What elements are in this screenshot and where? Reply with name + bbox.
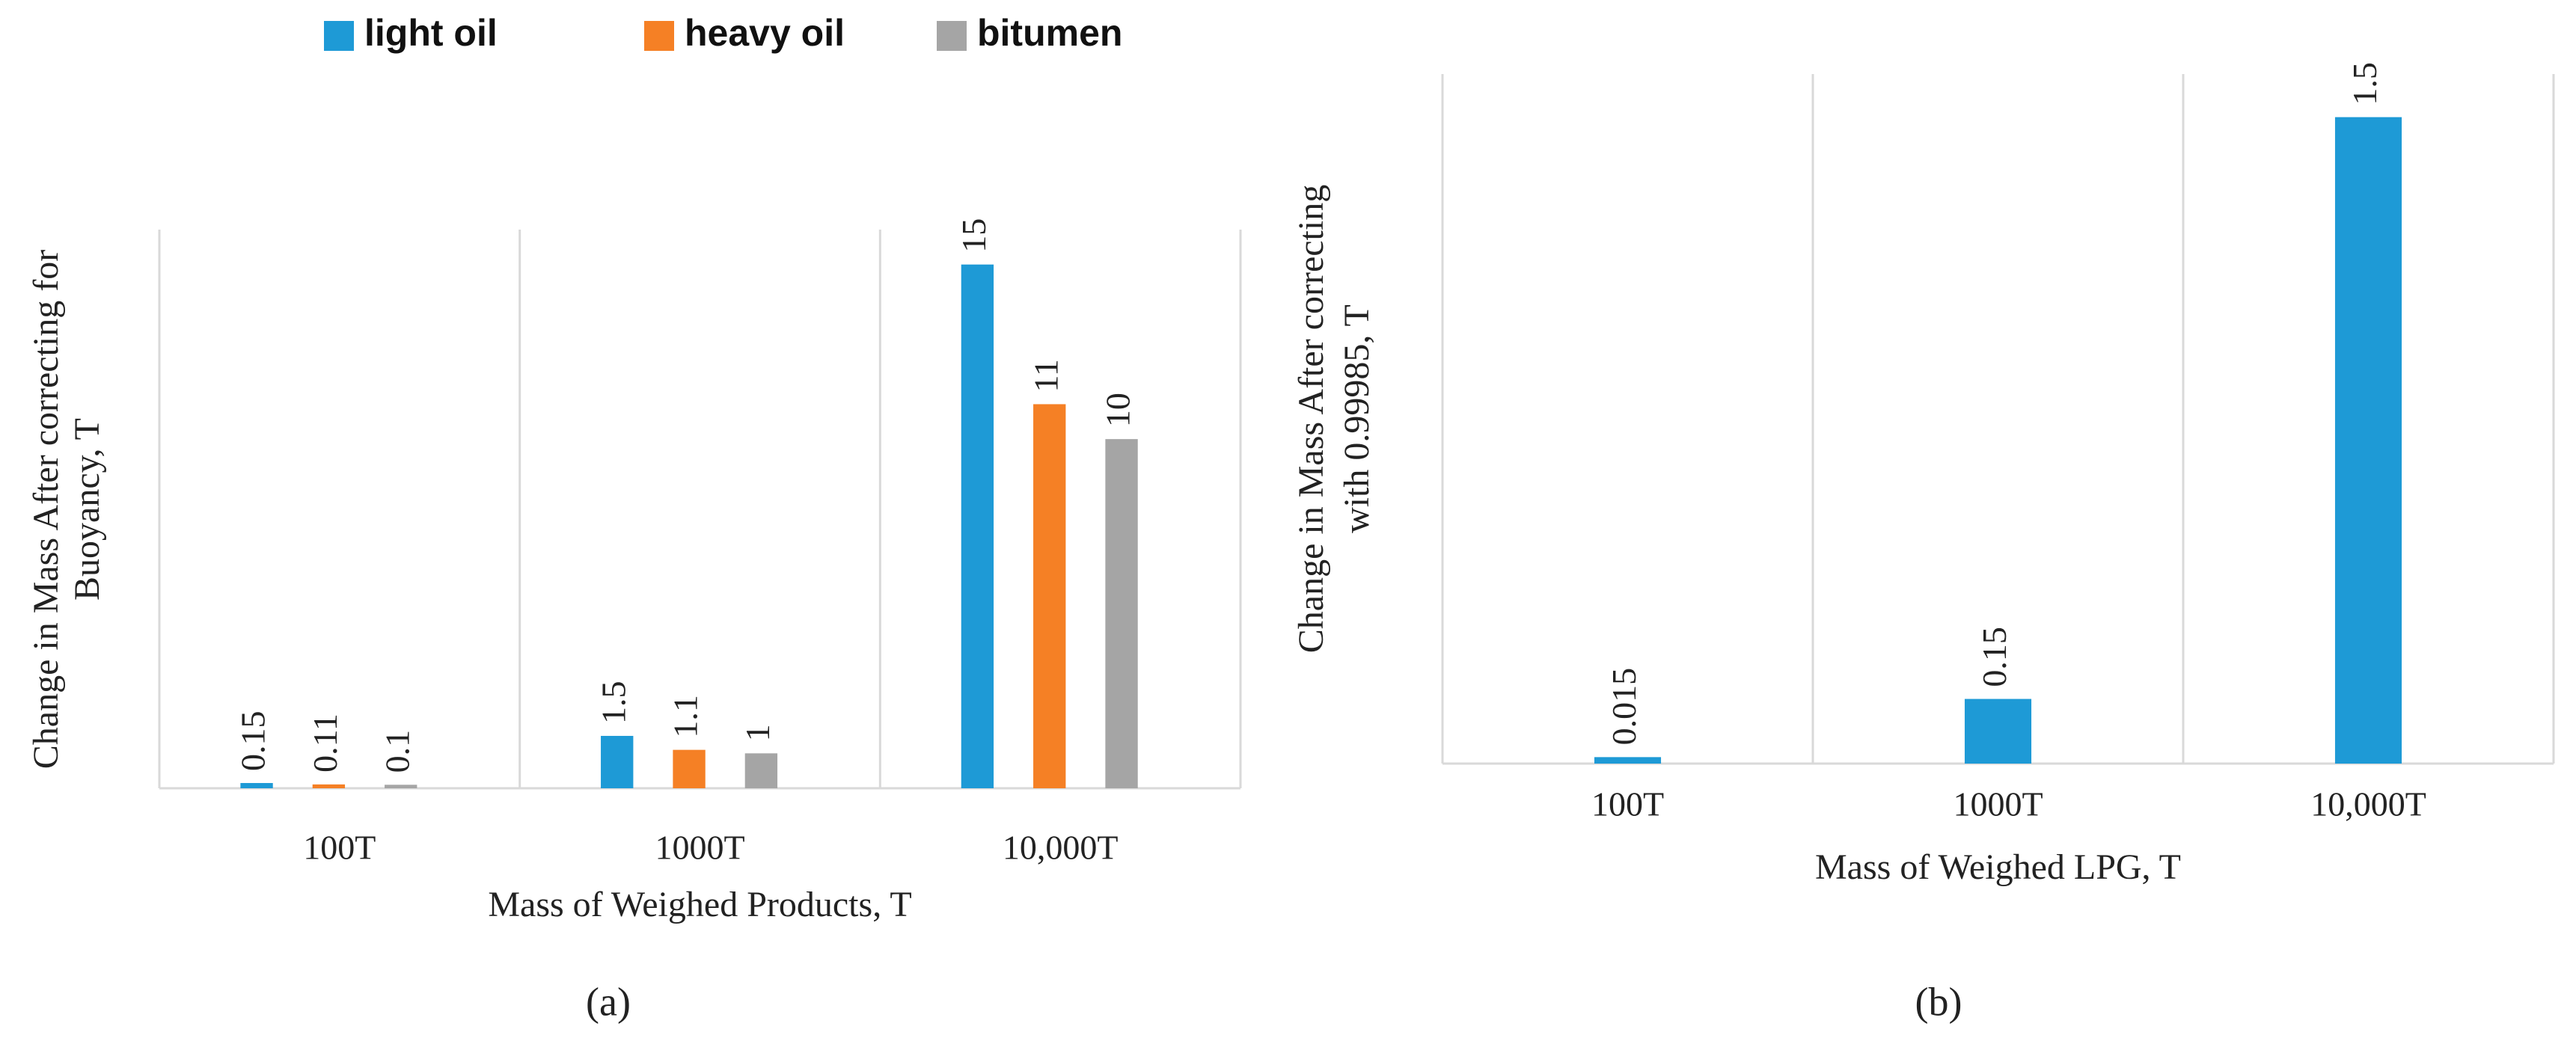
data-label: 0.11 <box>306 713 344 773</box>
x-tick-label: 100T <box>303 829 376 867</box>
legend-label: bitumen <box>977 12 1122 54</box>
x-axis-label: Mass of Weighed Products, T <box>488 885 911 924</box>
bar <box>601 735 634 788</box>
x-tick-label: 1000T <box>1953 785 2043 823</box>
legend-swatch <box>937 21 967 51</box>
bar <box>1964 699 2032 764</box>
caption: (b) <box>1915 979 1962 1024</box>
x-tick-label: 10,000T <box>1003 829 1119 867</box>
bar <box>961 264 994 788</box>
bar <box>744 753 778 788</box>
data-label: 0.1 <box>378 730 416 773</box>
data-label: 11 <box>1027 359 1065 392</box>
y-axis-label: Change in Mass After correcting for <box>26 250 66 769</box>
y-axis-label: Buoyancy, T <box>67 418 107 601</box>
data-label: 0.015 <box>1605 668 1643 746</box>
legend-label: heavy oil <box>685 12 845 54</box>
bar <box>2334 117 2402 764</box>
bar <box>1105 439 1138 788</box>
data-label: 0.15 <box>234 710 272 771</box>
legend-swatch <box>644 21 674 51</box>
y-axis-label: Change in Mass After correcting <box>1291 185 1331 653</box>
bar <box>1033 404 1066 788</box>
x-tick-label: 10,000T <box>2310 785 2426 823</box>
data-label: 1 <box>738 724 777 741</box>
x-tick-label: 1000T <box>655 829 744 867</box>
data-label: 1.1 <box>667 695 705 738</box>
bar <box>312 784 346 788</box>
bar <box>240 782 273 788</box>
bar <box>673 749 706 788</box>
data-label: 1.5 <box>594 681 632 724</box>
x-tick-label: 100T <box>1591 785 1664 823</box>
bar <box>385 785 417 788</box>
y-axis-label: with 0.99985, T <box>1337 304 1377 533</box>
data-label: 15 <box>955 218 993 253</box>
bar <box>1594 757 1662 764</box>
data-label: 10 <box>1099 393 1137 427</box>
legend-swatch <box>324 21 354 51</box>
data-label: 0.15 <box>1975 627 2013 687</box>
x-axis-label: Mass of Weighed LPG, T <box>1815 847 2181 887</box>
legend-label: light oil <box>364 12 498 54</box>
caption: (a) <box>586 979 631 1024</box>
data-label: 1.5 <box>2346 62 2384 105</box>
